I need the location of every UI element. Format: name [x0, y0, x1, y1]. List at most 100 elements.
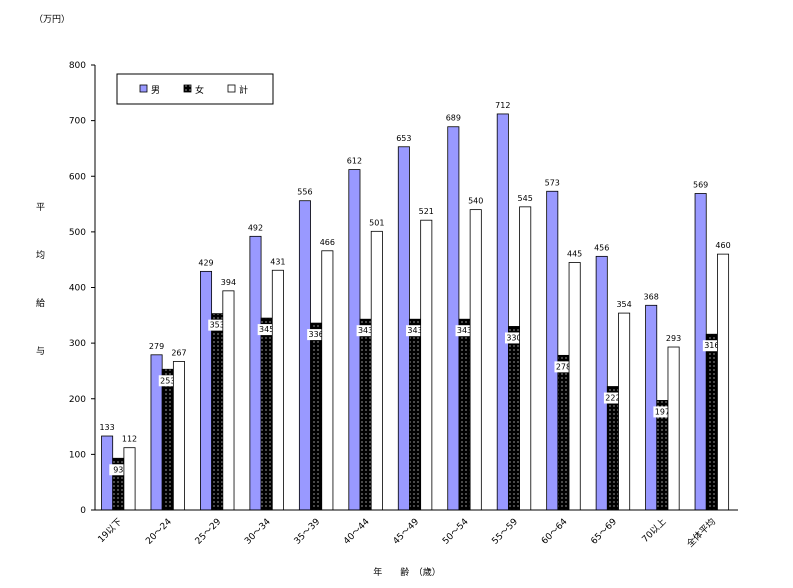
bar-male — [249, 235, 262, 511]
x-category-label: 65～69 — [589, 517, 619, 547]
y-tick-label: 400 — [69, 284, 86, 294]
bar-total — [519, 206, 532, 511]
y-axis-title-char: 平 — [36, 202, 45, 213]
data-label-female: 336 — [309, 330, 324, 339]
data-label-male: 492 — [248, 223, 263, 232]
x-category-label: 45～49 — [392, 517, 422, 547]
bar-total — [618, 312, 631, 511]
legend-swatch-male — [139, 84, 148, 93]
bar-male — [200, 270, 213, 511]
data-label-total: 521 — [419, 207, 434, 216]
data-label-male: 653 — [396, 134, 411, 143]
bar-female — [606, 386, 619, 511]
bar-male — [694, 193, 707, 511]
legend-label-female: 女 — [195, 84, 204, 96]
x-category-label: 70以上 — [640, 516, 669, 545]
y-axis-title-char: 均 — [36, 249, 45, 261]
data-label-male: 612 — [347, 157, 362, 166]
data-label-bg — [208, 319, 227, 331]
data-label-female: 345 — [259, 325, 274, 334]
y-axis-title-char: 給 — [36, 297, 45, 309]
x-axis-title: 年 齢 （歳） — [373, 566, 441, 578]
bar-total — [420, 219, 433, 511]
data-label-female: 278 — [556, 362, 571, 371]
data-label-bg — [455, 325, 474, 337]
bar-total — [568, 262, 581, 511]
x-category-label: 55～59 — [490, 517, 520, 547]
bar-total — [321, 250, 334, 511]
data-label-male: 279 — [149, 342, 164, 351]
x-category-label: 60～64 — [540, 517, 570, 547]
bar-total — [717, 253, 730, 511]
data-label-male: 556 — [297, 188, 312, 197]
data-label-male: 429 — [198, 258, 213, 267]
data-label-male: 712 — [495, 101, 510, 110]
bar-female — [705, 333, 718, 511]
data-label-male: 689 — [446, 114, 461, 123]
y-tick-label: 700 — [69, 117, 86, 127]
data-label-total: 540 — [468, 197, 483, 206]
data-label-bg — [554, 361, 573, 373]
data-label-bg — [307, 329, 326, 341]
data-label-female: 343 — [358, 326, 373, 335]
data-label-female: 353 — [210, 321, 225, 330]
data-label-bg — [356, 325, 375, 337]
bar-female — [359, 318, 372, 511]
data-label-female: 93 — [113, 465, 123, 474]
bar-male — [447, 126, 460, 511]
data-label-bg — [603, 392, 622, 404]
data-label-total: 112 — [122, 435, 137, 444]
unit-label: （万円） — [34, 14, 70, 25]
data-label-female: 253 — [160, 376, 175, 385]
data-label-total: 501 — [369, 218, 384, 227]
data-label-total: 460 — [715, 241, 730, 250]
data-label-total: 545 — [518, 194, 533, 203]
bar-total — [222, 290, 235, 511]
data-label-female: 316 — [704, 341, 719, 350]
bar-total — [123, 447, 136, 511]
data-label-bg — [109, 464, 128, 476]
data-label-total: 354 — [616, 300, 631, 309]
bar-total — [370, 230, 383, 511]
data-label-female: 343 — [407, 326, 422, 335]
y-tick-label: 200 — [69, 395, 86, 405]
y-tick-label: 500 — [69, 228, 86, 238]
data-label-total: 466 — [320, 238, 335, 247]
data-label-bg — [158, 375, 177, 387]
data-label-total: 293 — [666, 334, 681, 343]
x-category-label: 全体平均 — [684, 516, 718, 550]
bar-female — [310, 322, 323, 511]
y-axis-title-char: 与 — [36, 346, 45, 357]
x-category-label: 30～34 — [243, 517, 273, 547]
data-label-bg — [406, 325, 425, 337]
x-category-label: 20～24 — [144, 517, 174, 547]
legend-label-total: 計 — [239, 84, 248, 96]
bar-total — [667, 346, 680, 511]
bar-male — [348, 169, 361, 511]
data-label-male: 133 — [99, 423, 114, 432]
bar-female — [557, 354, 570, 511]
data-label-total: 394 — [221, 278, 236, 287]
data-label-bg — [257, 324, 276, 336]
y-axis-title: 平 均 給 与 — [36, 202, 45, 357]
data-label-female: 222 — [605, 394, 620, 403]
bar-female — [161, 368, 174, 511]
data-label-total: 445 — [567, 249, 582, 258]
bar-male — [595, 255, 608, 511]
y-axis: 0 100 200 300 400 500 600 700 800 — [69, 61, 95, 516]
data-label-bg — [702, 340, 721, 352]
data-label-bg — [653, 406, 672, 418]
data-label-female: 197 — [655, 407, 670, 416]
bar-female — [458, 318, 471, 511]
x-category-label: 50～54 — [441, 517, 471, 547]
y-tick-label: 600 — [69, 172, 86, 182]
bar-male — [298, 200, 311, 511]
data-label-bg — [504, 332, 523, 344]
x-category-label: 40～44 — [342, 517, 372, 547]
bar-female — [260, 317, 273, 511]
data-label-male: 573 — [545, 178, 560, 187]
data-label-male: 569 — [693, 180, 708, 189]
x-axis-categories: 19以下 20～24 25～29 30～34 35～39 40～44 45～49 50～54 5… — [97, 516, 718, 550]
x-category-label: 25～29 — [194, 517, 224, 547]
